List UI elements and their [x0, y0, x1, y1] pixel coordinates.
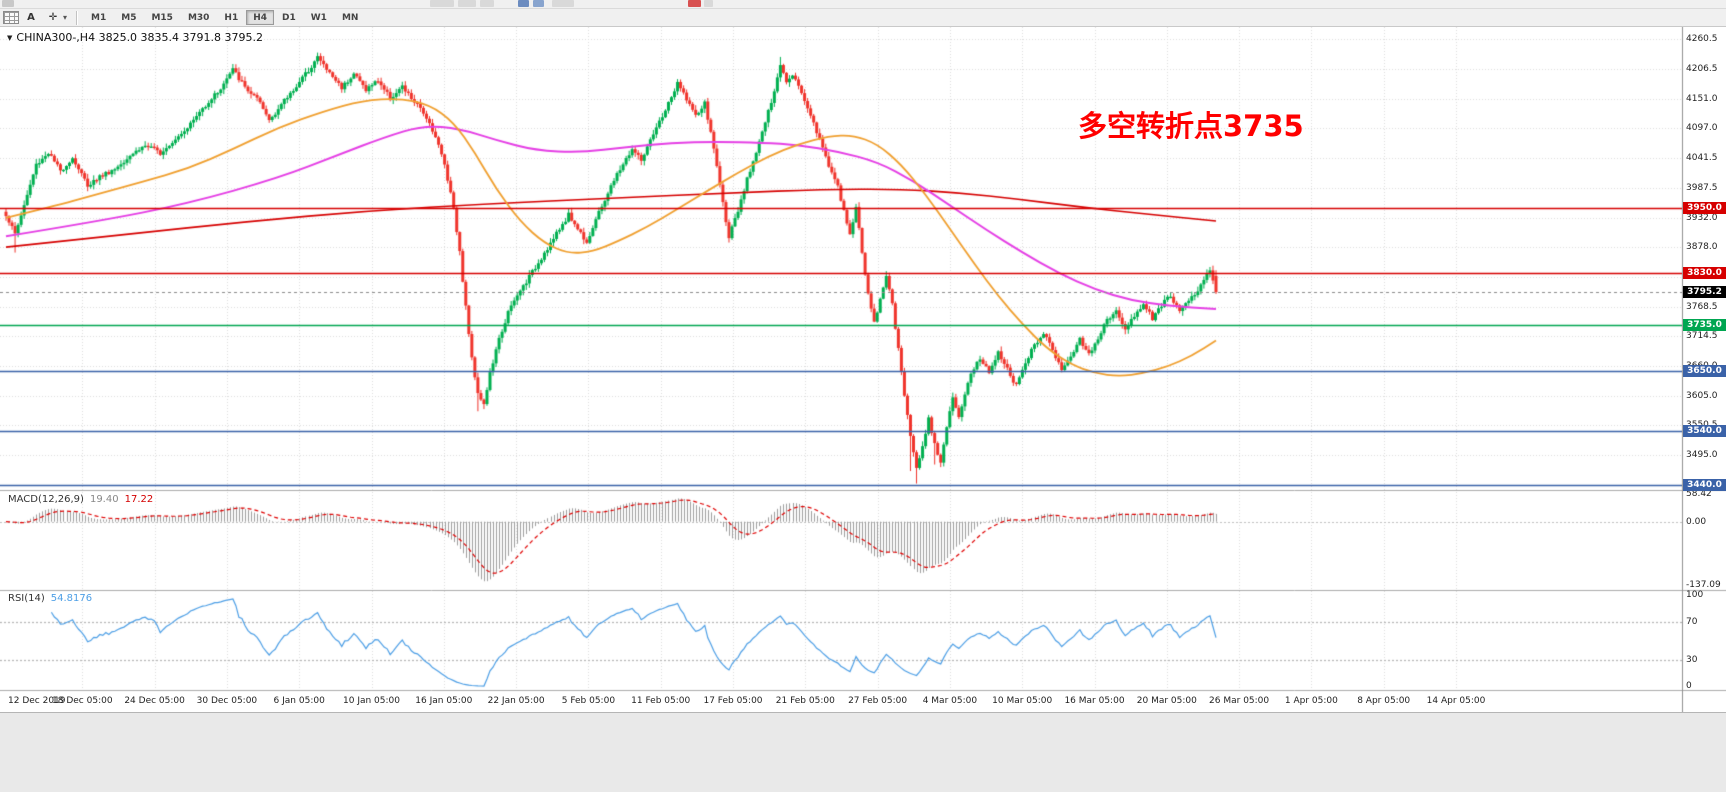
bottom-filler: [0, 712, 1726, 792]
rsi-value: 54.8176: [50, 593, 93, 604]
timeframe-group: M1 M5 M15 M30 H1 H4 D1 W1 MN: [84, 10, 365, 25]
price-annotation: 多空转折点3735: [1078, 109, 1304, 143]
chart-canvas[interactable]: [0, 27, 1726, 712]
chart-region: ▼ CHINA300-,H4 3825.0 3835.4 3791.8 3795.…: [0, 27, 1726, 712]
timeframe-button-m5[interactable]: M5: [114, 10, 143, 25]
toolbar-fragment: [688, 0, 701, 7]
timeframe-button-w1[interactable]: W1: [304, 10, 334, 25]
timeframe-button-m15[interactable]: M15: [144, 10, 179, 25]
rsi-label: RSI(14) 54.8176: [8, 593, 92, 604]
toolbar-fragment: [480, 0, 494, 7]
crosshair-tool-button[interactable]: ✛: [43, 10, 63, 26]
toolbar-clipped-row: [0, 0, 1726, 9]
macd-main-value: 19.40: [89, 494, 119, 505]
text-tool-button[interactable]: A: [21, 10, 41, 26]
timeframe-button-mn[interactable]: MN: [335, 10, 366, 25]
timeframe-button-m30[interactable]: M30: [181, 10, 216, 25]
toolbar-fragment: [518, 0, 529, 7]
chart-title: ▼ CHINA300-,H4 3825.0 3835.4 3791.8 3795.…: [7, 31, 263, 44]
toolbar-fragment: [2, 0, 14, 7]
chart-grid-icon[interactable]: [3, 11, 19, 24]
chart-title-text: CHINA300-,H4 3825.0 3835.4 3791.8 3795.2: [16, 31, 264, 44]
timeframe-button-h4[interactable]: H4: [246, 10, 275, 25]
toolbar-fragment: [552, 0, 574, 7]
main-toolbar: A ✛ ▾ M1 M5 M15 M30 H1 H4 D1 W1 MN: [0, 9, 1726, 27]
rsi-name: RSI(14): [8, 593, 45, 604]
timeframe-button-d1[interactable]: D1: [275, 10, 303, 25]
symbol-dropdown-icon: ▼: [7, 34, 13, 42]
tool-dropdown-icon[interactable]: ▾: [63, 13, 68, 22]
macd-name: MACD(12,26,9): [8, 494, 84, 505]
toolbar-fragment: [458, 0, 476, 7]
timeframe-button-h1[interactable]: H1: [217, 10, 245, 25]
macd-signal-value: 17.22: [124, 494, 154, 505]
toolbar-fragment: [430, 0, 454, 7]
toolbar-fragment: [533, 0, 544, 7]
toolbar-separator: [76, 10, 78, 25]
macd-label: MACD(12,26,9) 19.40 17.22: [8, 494, 153, 505]
timeframe-button-m1[interactable]: M1: [84, 10, 113, 25]
toolbar-fragment: [704, 0, 713, 7]
